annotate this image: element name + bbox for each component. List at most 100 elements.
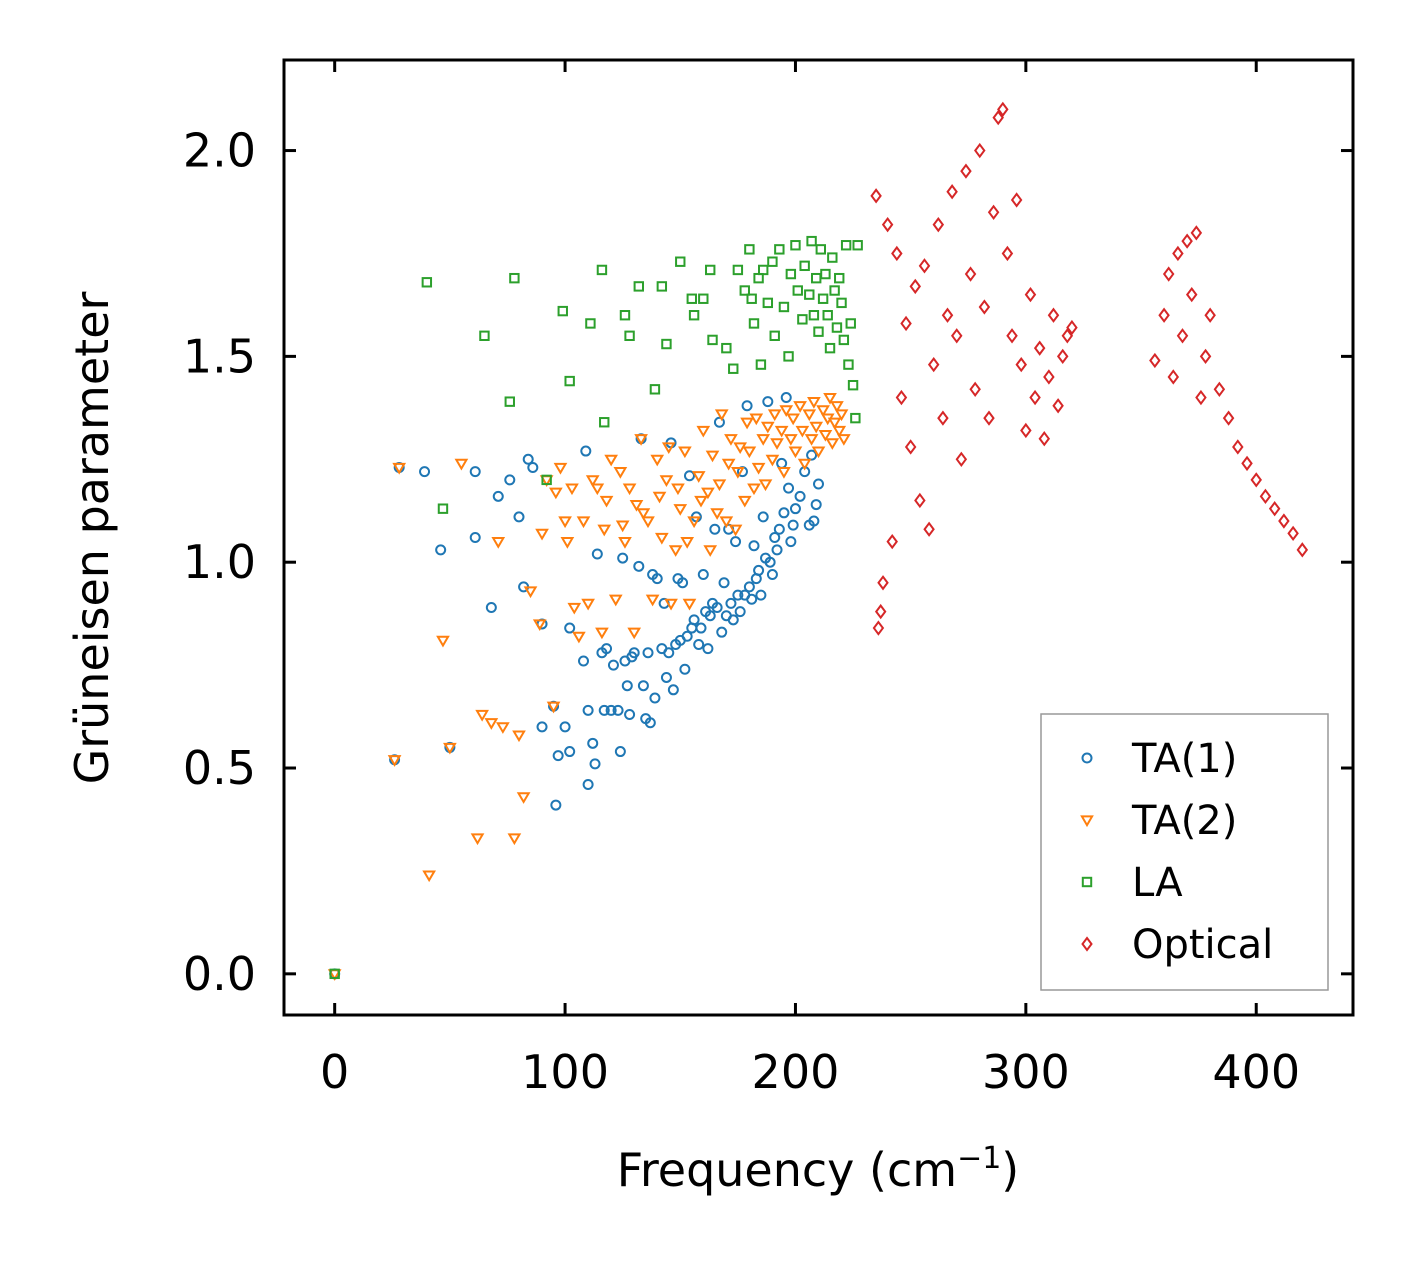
point-la <box>619 310 631 321</box>
point-ta-2 <box>661 442 676 455</box>
x-axis-title-end: ) <box>1001 1143 1019 1197</box>
point-la <box>599 417 610 428</box>
point-ta-2 <box>576 516 591 529</box>
point-optical <box>960 163 972 179</box>
point-la <box>843 359 854 370</box>
point-ta-1 <box>550 799 562 811</box>
point-ta-2 <box>641 516 655 529</box>
point-ta-2 <box>807 397 821 409</box>
point-ta-2 <box>795 425 810 438</box>
point-la <box>790 240 801 251</box>
point-optical <box>1241 455 1253 472</box>
point-la <box>836 297 847 309</box>
point-ta-1 <box>621 680 633 692</box>
point-la <box>675 256 686 267</box>
point-la <box>728 363 739 374</box>
point-la <box>421 277 433 288</box>
point-la <box>596 264 608 276</box>
point-ta-2 <box>742 446 757 459</box>
point-ta-1 <box>741 400 753 412</box>
point-ta-1 <box>780 392 792 404</box>
point-optical <box>955 451 968 467</box>
point-ta-1 <box>617 552 629 564</box>
point-optical <box>1047 307 1060 323</box>
point-ta-2 <box>765 454 780 467</box>
point-la <box>785 268 797 280</box>
legend-label-optical: Optical <box>1132 922 1273 968</box>
point-optical <box>969 381 981 397</box>
point-la <box>822 310 833 321</box>
point-la <box>746 293 757 304</box>
point-optical <box>1287 525 1299 542</box>
point-la <box>792 285 803 296</box>
point-ta-1 <box>598 704 610 716</box>
point-ta-2 <box>673 504 688 516</box>
point-ta-1 <box>607 659 619 671</box>
point-ta-2 <box>728 524 743 537</box>
point-ta-1 <box>485 601 497 613</box>
point-la <box>661 338 672 350</box>
point-optical <box>992 109 1004 126</box>
point-la <box>686 293 697 304</box>
point-ta-1 <box>757 511 769 523</box>
point-optical <box>932 216 945 233</box>
point-ta-2 <box>558 516 572 529</box>
point-la <box>721 342 732 354</box>
series-ta-2 <box>327 392 851 981</box>
point-ta-2 <box>523 586 538 599</box>
point-optical <box>1259 488 1272 505</box>
point-ta-1 <box>681 630 693 642</box>
point-optical <box>923 521 935 537</box>
point-ta-1 <box>644 717 656 729</box>
point-ta-2 <box>475 709 489 722</box>
point-ta-2 <box>608 594 623 607</box>
point-optical <box>1204 307 1216 323</box>
point-ta-1 <box>435 544 447 556</box>
legend-label-ta-1: TA(1) <box>1131 736 1237 782</box>
point-ta-2 <box>622 483 637 496</box>
point-ta-1 <box>522 453 534 465</box>
point-ta-1 <box>748 540 760 552</box>
data-points-layer <box>327 101 1309 981</box>
point-la <box>783 351 794 362</box>
point-optical <box>927 356 940 373</box>
point-ta-2 <box>701 487 715 500</box>
point-optical <box>1268 501 1281 517</box>
point-ta-2 <box>516 792 531 804</box>
point-ta-1 <box>580 445 592 457</box>
point-la <box>845 318 856 329</box>
point-ta-1 <box>725 597 737 609</box>
point-optical <box>1199 348 1212 365</box>
point-ta-2 <box>627 627 642 640</box>
point-ta-1 <box>628 647 640 659</box>
point-ta-2 <box>816 405 830 417</box>
point-ta-1 <box>773 523 785 535</box>
point-ta-1 <box>612 704 624 716</box>
point-ta-2 <box>595 627 609 640</box>
point-ta-1 <box>709 523 721 535</box>
point-ta-1 <box>683 470 695 482</box>
point-ta-1 <box>769 532 781 543</box>
point-ta-1 <box>702 643 714 655</box>
x-tick-label: 100 <box>521 1045 609 1099</box>
point-optical <box>872 620 885 636</box>
point-ta-1 <box>624 709 636 721</box>
point-ta-1 <box>716 626 728 638</box>
point-optical <box>1222 410 1235 426</box>
point-optical <box>1195 389 1207 406</box>
point-ta-1 <box>764 556 776 568</box>
point-ta-2 <box>749 413 764 426</box>
point-optical <box>1213 381 1226 397</box>
point-ta-2 <box>827 417 842 430</box>
point-ta-1 <box>642 647 654 659</box>
legend-entries: TA(1) TA(2) LA Optical <box>1080 736 1273 968</box>
point-ta-1 <box>679 663 691 675</box>
series-ta-1 <box>329 392 824 980</box>
point-ta-2 <box>680 537 695 549</box>
point-ta-2 <box>549 487 563 500</box>
axis-ticks-layer: 0 100 200 300 400 0.0 0.5 1.0 1.5 2.0 <box>183 60 1353 1099</box>
point-optical <box>1278 513 1290 529</box>
point-la <box>656 281 668 292</box>
point-ta-1 <box>753 564 765 576</box>
point-la <box>804 289 815 300</box>
